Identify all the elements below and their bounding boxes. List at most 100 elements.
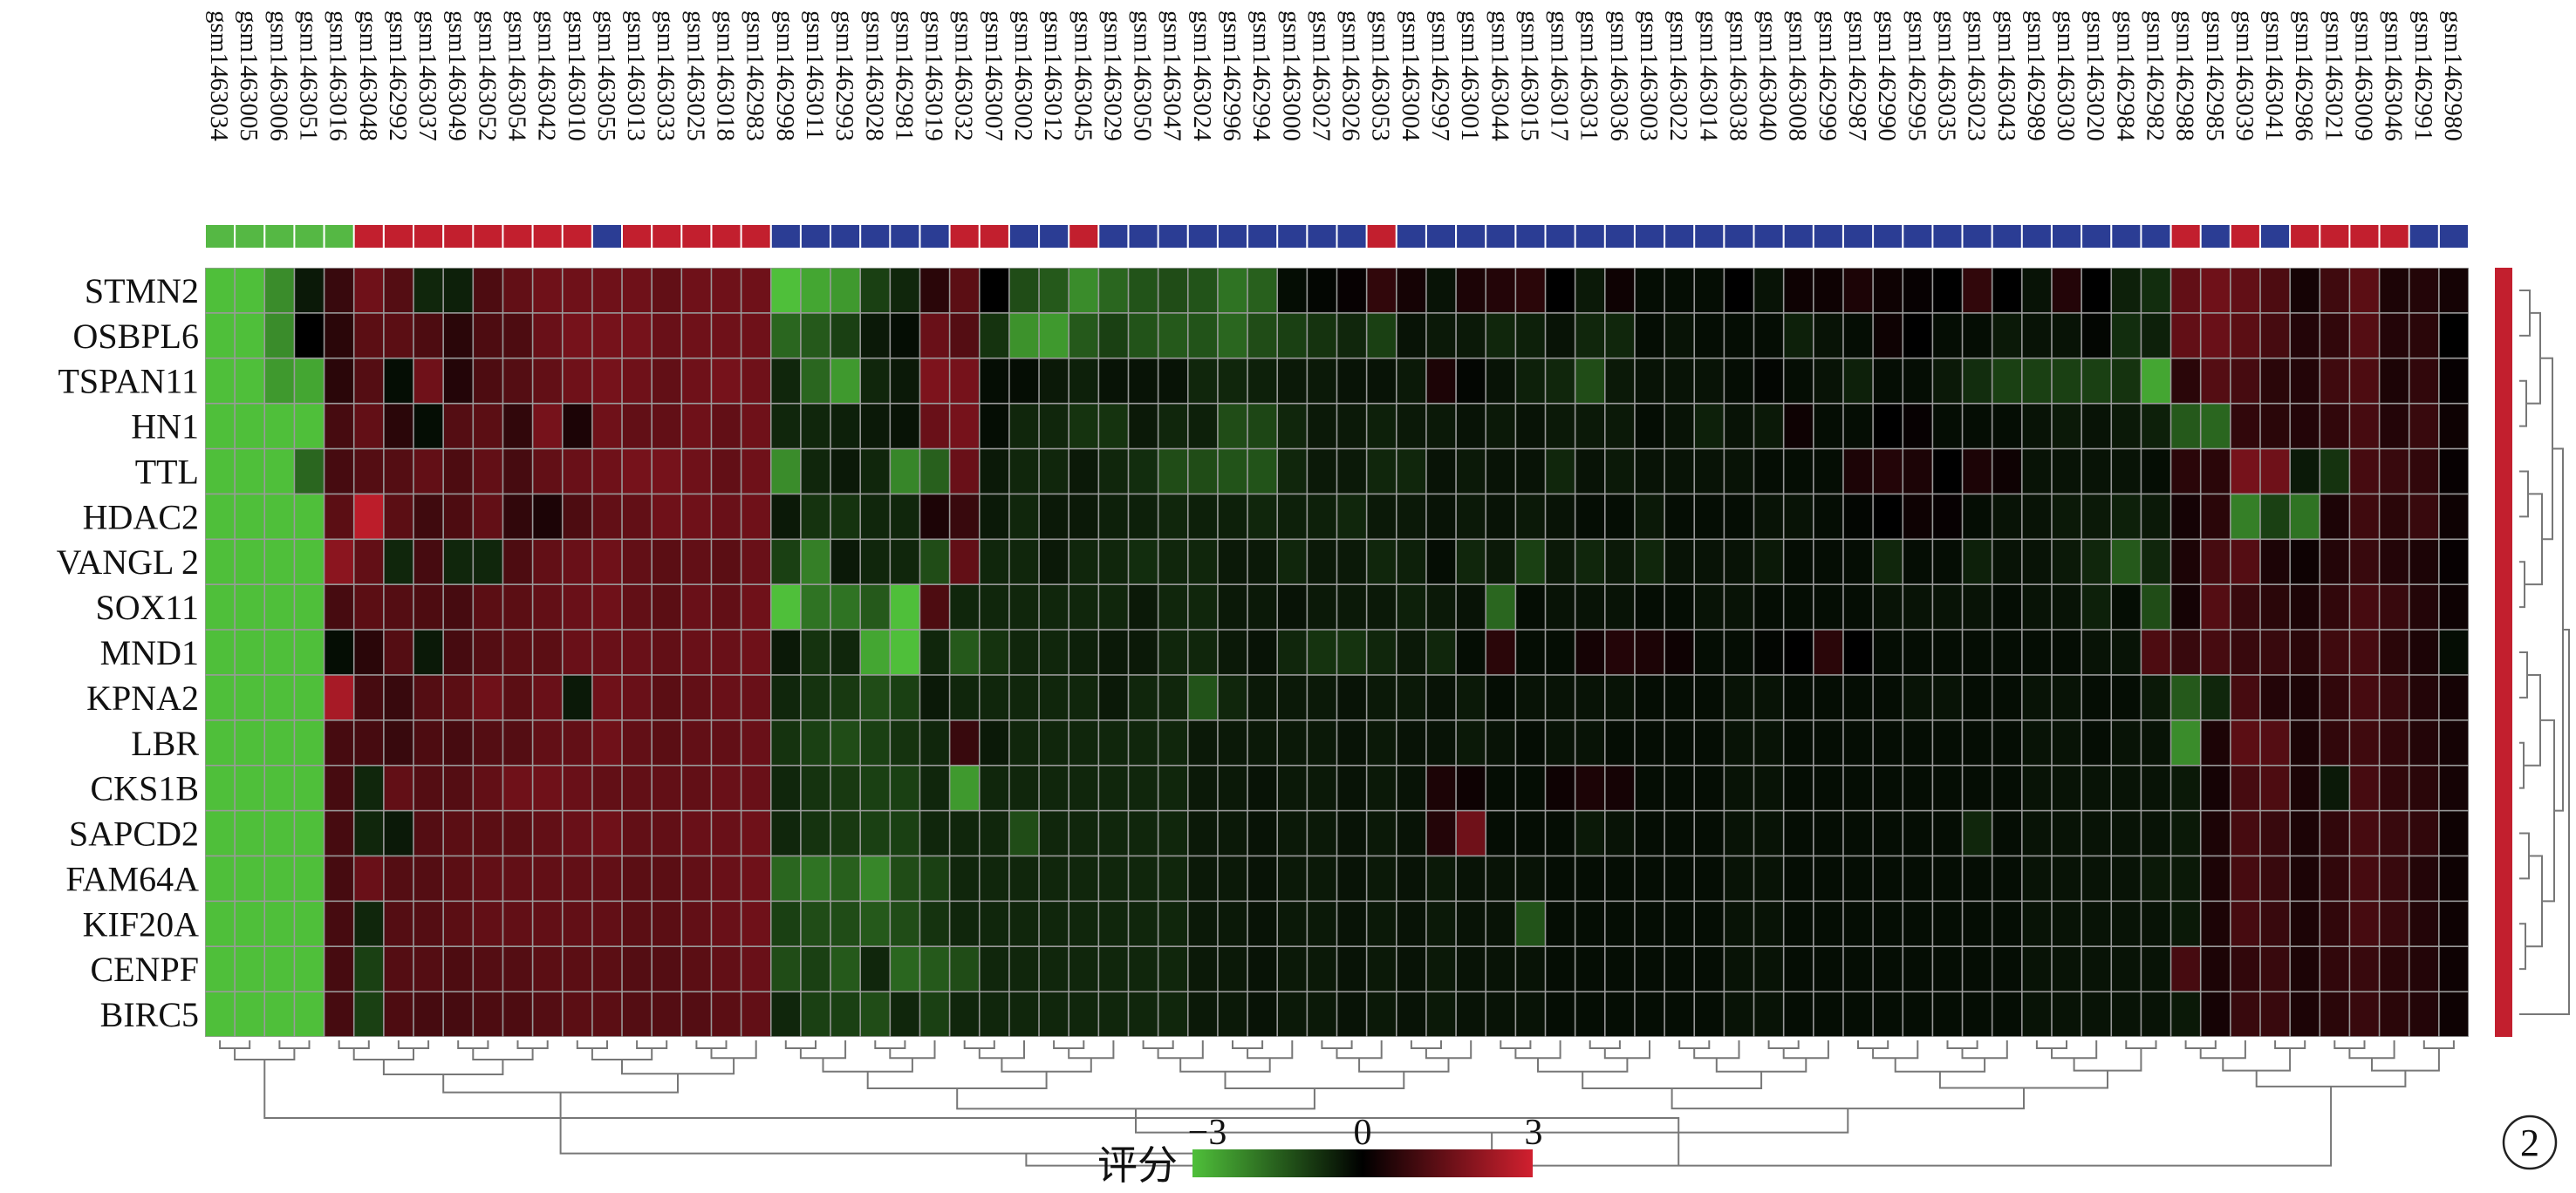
heatmap-cell (1754, 584, 1783, 630)
heatmap-cell (1814, 494, 1843, 539)
heatmap-cell (1367, 947, 1396, 992)
column-group-cell (592, 225, 621, 248)
heatmap-cell (1903, 494, 1932, 539)
heatmap-cell (474, 766, 502, 810)
heatmap-cell (860, 313, 890, 358)
dendrogram-branch (1142, 1040, 1174, 1049)
heatmap-cell (2171, 268, 2200, 313)
heatmap-cell (830, 902, 860, 946)
heatmap-cell (563, 540, 592, 584)
heatmap-cell (1754, 449, 1783, 494)
column-label: gsm1463049 (443, 10, 471, 141)
heatmap-cell (1546, 584, 1575, 630)
column-group-cell (1516, 225, 1545, 248)
heatmap-cell (533, 584, 562, 630)
heatmap-cell (2231, 811, 2260, 856)
heatmap-cell (1605, 358, 1635, 403)
heatmap-cell (1456, 947, 1486, 992)
heatmap-cell (2022, 404, 2052, 448)
heatmap-cell (2439, 449, 2469, 494)
heatmap-cell (1397, 856, 1426, 901)
heatmap-cell (2112, 268, 2141, 313)
heatmap-cell (1546, 404, 1575, 448)
heatmap-cell (592, 540, 622, 584)
column-group-cell (414, 225, 443, 248)
heatmap-cell (1754, 720, 1783, 765)
heatmap-cell (771, 268, 801, 313)
heatmap-cell (1278, 630, 1307, 675)
heatmap-cell (1575, 902, 1604, 946)
heatmap-cell (1933, 404, 1962, 448)
heatmap-cell (741, 449, 770, 494)
heatmap-cell (354, 449, 384, 494)
heatmap-cell (1963, 902, 1992, 946)
heatmap-cell (2052, 720, 2081, 765)
heatmap-cell (771, 992, 801, 1037)
heatmap-cell (830, 494, 860, 539)
column-group-cell (384, 225, 413, 248)
heatmap-cell (2380, 358, 2409, 403)
heatmap-cell (2201, 268, 2231, 313)
row-label: VANGL 2 (57, 542, 199, 582)
heatmap-cell (1099, 766, 1128, 810)
heatmap-cell (950, 947, 979, 992)
heatmap-cell (443, 947, 473, 992)
column-group-cell (1814, 225, 1842, 248)
heatmap-cell (2350, 313, 2379, 358)
heatmap-cell (2409, 313, 2439, 358)
heatmap-cell (413, 584, 443, 630)
heatmap-cell (1814, 811, 1843, 856)
row-label: SAPCD2 (69, 815, 199, 854)
heatmap-cell (533, 766, 562, 810)
heatmap-cell (801, 540, 830, 584)
heatmap-cell (1963, 811, 1992, 856)
heatmap-cell (1754, 992, 1783, 1037)
heatmap-cell (860, 856, 890, 901)
color-scale-legend: 评分 −3 0 3 (1097, 1113, 1543, 1189)
dendrogram-branch (1321, 1040, 1353, 1049)
heatmap-cell (712, 630, 741, 675)
heatmap-cell (2439, 811, 2469, 856)
heatmap-cell (1247, 449, 1277, 494)
heatmap-cell (1695, 675, 1724, 720)
dendrogram-branch (1514, 1040, 1561, 1060)
heatmap-cell (1814, 584, 1843, 630)
dendrogram-branch (1857, 1040, 1889, 1049)
heatmap-cell (2320, 811, 2349, 856)
heatmap-cell (1992, 947, 2022, 992)
heatmap-cell (1486, 449, 1515, 494)
heatmap-cell (682, 404, 711, 448)
heatmap-cell (474, 358, 502, 403)
heatmap-cell (2052, 494, 2081, 539)
heatmap-cell (1337, 584, 1366, 630)
dendrogram-branch (278, 1040, 311, 1049)
heatmap-cell (860, 494, 890, 539)
heatmap-cell (830, 449, 860, 494)
heatmap-cell (1069, 584, 1098, 630)
heatmap-cell (771, 494, 801, 539)
heatmap-cell (1605, 720, 1635, 765)
heatmap-cell (592, 630, 622, 675)
heatmap-cell (533, 947, 562, 992)
heatmap-cell (2081, 856, 2111, 901)
heatmap-cell (1516, 992, 1545, 1037)
heatmap-cell (1963, 358, 1992, 403)
heatmap-cell (1188, 720, 1218, 765)
column-group-cell (1635, 225, 1664, 248)
column-group-cell (920, 225, 949, 248)
column-label: gsm1462996 (1218, 10, 1246, 141)
heatmap-cell (771, 404, 801, 448)
heatmap-cell (980, 404, 1009, 448)
heatmap-cell (1784, 449, 1814, 494)
heatmap-cell (2320, 992, 2349, 1037)
heatmap-cell (1575, 856, 1604, 901)
heatmap-cell (413, 902, 443, 946)
heatmap-cell (1009, 540, 1039, 584)
heatmap-cell (2439, 494, 2469, 539)
dendrogram-branch (2519, 923, 2526, 971)
heatmap-cell (533, 540, 562, 584)
heatmap-cell (592, 720, 622, 765)
column-group-cell (1695, 225, 1724, 248)
heatmap-cell (1814, 856, 1843, 901)
